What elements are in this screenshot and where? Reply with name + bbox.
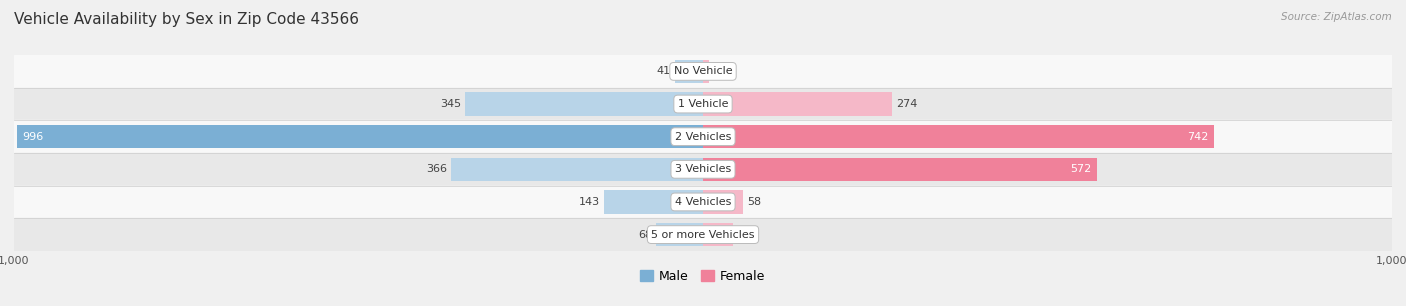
Text: 2 Vehicles: 2 Vehicles bbox=[675, 132, 731, 142]
Bar bbox=[17, 125, 703, 148]
Text: No Vehicle: No Vehicle bbox=[673, 66, 733, 76]
Bar bbox=[451, 158, 703, 181]
Text: 274: 274 bbox=[896, 99, 917, 109]
Text: 3 Vehicles: 3 Vehicles bbox=[675, 164, 731, 174]
Bar bbox=[14, 186, 1392, 218]
Bar bbox=[703, 190, 742, 214]
Text: 41: 41 bbox=[657, 66, 671, 76]
Bar bbox=[14, 55, 1392, 88]
Text: Vehicle Availability by Sex in Zip Code 43566: Vehicle Availability by Sex in Zip Code … bbox=[14, 12, 359, 27]
Bar bbox=[703, 223, 733, 246]
Text: 4 Vehicles: 4 Vehicles bbox=[675, 197, 731, 207]
Text: 345: 345 bbox=[440, 99, 461, 109]
Text: 572: 572 bbox=[1070, 164, 1091, 174]
Bar bbox=[14, 88, 1392, 120]
Text: 996: 996 bbox=[22, 132, 44, 142]
Text: 1 Vehicle: 1 Vehicle bbox=[678, 99, 728, 109]
Bar bbox=[14, 218, 1392, 251]
Text: 68: 68 bbox=[638, 230, 652, 240]
Text: 742: 742 bbox=[1187, 132, 1209, 142]
Text: Source: ZipAtlas.com: Source: ZipAtlas.com bbox=[1281, 12, 1392, 22]
Text: 43: 43 bbox=[737, 230, 751, 240]
Text: 9: 9 bbox=[713, 66, 720, 76]
Text: 366: 366 bbox=[426, 164, 447, 174]
Bar bbox=[703, 60, 709, 83]
Bar bbox=[703, 92, 891, 116]
Bar bbox=[605, 190, 703, 214]
Bar bbox=[14, 120, 1392, 153]
Bar bbox=[14, 153, 1392, 186]
Bar bbox=[657, 223, 703, 246]
Legend: Male, Female: Male, Female bbox=[636, 265, 770, 288]
Text: 143: 143 bbox=[579, 197, 600, 207]
Bar bbox=[703, 125, 1215, 148]
Bar bbox=[675, 60, 703, 83]
Text: 5 or more Vehicles: 5 or more Vehicles bbox=[651, 230, 755, 240]
Bar bbox=[465, 92, 703, 116]
Bar bbox=[703, 158, 1097, 181]
Text: 58: 58 bbox=[747, 197, 761, 207]
